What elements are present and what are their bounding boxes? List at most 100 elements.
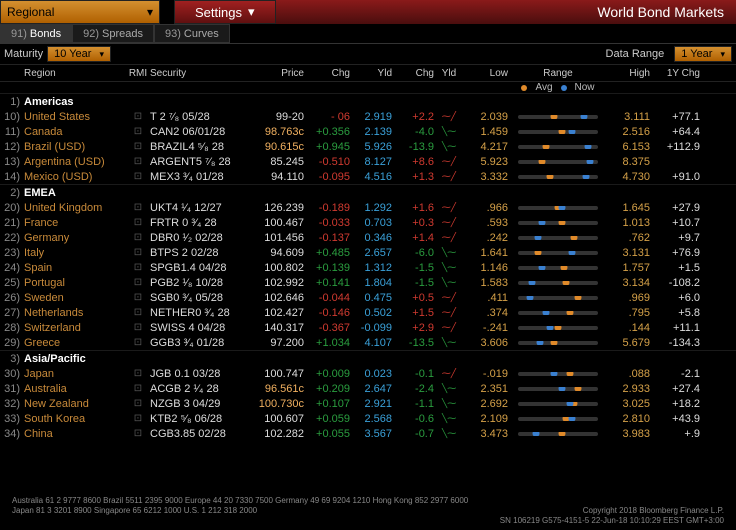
range-low: 1.146	[462, 262, 510, 274]
maturity-dropdown[interactable]: 10 Year ▾	[47, 46, 111, 62]
range-slider	[510, 175, 606, 179]
rmi-icon[interactable]: ⊡	[128, 232, 148, 243]
tab-bonds[interactable]: 91) Bonds	[0, 24, 72, 43]
rmi-icon[interactable]: ⊡	[128, 383, 148, 394]
yield: 2.647	[352, 383, 394, 395]
price: 126.239	[248, 202, 306, 214]
table-row[interactable]: 27) Netherlands ⊡ NETHER0 ³⁄₄ 28 102.427…	[0, 305, 736, 320]
yield: 1.292	[352, 202, 394, 214]
range-low: 2.692	[462, 398, 510, 410]
price: 102.992	[248, 277, 306, 289]
price-chg: +0.139	[306, 262, 352, 274]
row-idx: 24)	[0, 262, 22, 274]
rmi-icon[interactable]: ⊡	[128, 307, 148, 318]
price-chg: -0.137	[306, 232, 352, 244]
avg-marker-icon	[543, 145, 550, 149]
rmi-icon[interactable]: ⊡	[128, 428, 148, 439]
range-slider	[510, 341, 606, 345]
group-idx: 2)	[0, 187, 22, 199]
group-idx: 3)	[0, 353, 22, 365]
row-idx: 12)	[0, 141, 22, 153]
col-rmi: RMI	[128, 65, 148, 81]
security: NZGB 3 04/29	[148, 398, 248, 410]
table-row[interactable]: 11) Canada ⊡ CAN2 06/01/28 98.763c +0.35…	[0, 124, 736, 139]
table-row[interactable]: 14) Mexico (USD) ⊡ MEX3 ³⁄₄ 01/28 94.110…	[0, 169, 736, 184]
table-row[interactable]: 32) New Zealand ⊡ NZGB 3 04/29 100.730c …	[0, 396, 736, 411]
sparkline-icon: ╲⁓	[436, 277, 462, 288]
settings-button[interactable]: Settings ▾	[174, 0, 276, 24]
table-row[interactable]: 28) Switzerland ⊡ SWISS 4 04/28 140.317 …	[0, 320, 736, 335]
col-yld: Yld	[352, 65, 394, 81]
table-row[interactable]: 34) China ⊡ CGB3.85 02/28 102.282 +0.055…	[0, 426, 736, 441]
col-high: High	[606, 65, 652, 81]
rmi-icon[interactable]: ⊡	[128, 322, 148, 333]
rmi-icon[interactable]: ⊡	[128, 262, 148, 273]
row-idx: 28)	[0, 322, 22, 334]
sparkline-icon: ⁓╱	[436, 322, 462, 333]
table-row[interactable]: 23) Italy ⊡ BTPS 2 02/28 94.609 +0.485 2…	[0, 245, 736, 260]
data-range-dropdown[interactable]: 1 Year ▾	[674, 46, 732, 62]
sparkline-icon: ╲⁓	[436, 428, 462, 439]
rmi-icon[interactable]: ⊡	[128, 337, 148, 348]
range-high: .088	[606, 368, 652, 380]
table-row[interactable]: 30) Japan ⊡ JGB 0.1 03/28 100.747 +0.009…	[0, 366, 736, 381]
year-chg: +27.4	[652, 383, 702, 395]
price: 98.763c	[248, 126, 306, 138]
table-row[interactable]: 25) Portugal ⊡ PGB2 ¹⁄₈ 10/28 102.992 +0…	[0, 275, 736, 290]
rmi-icon[interactable]: ⊡	[128, 277, 148, 288]
tab-spreads[interactable]: 92) Spreads	[72, 24, 154, 43]
table-row[interactable]: 26) Sweden ⊡ SGB0 ³⁄₄ 05/28 102.646 -0.0…	[0, 290, 736, 305]
price-chg: +0.009	[306, 368, 352, 380]
rmi-icon[interactable]: ⊡	[128, 111, 148, 122]
now-marker-icon	[583, 175, 590, 179]
rmi-icon[interactable]: ⊡	[128, 398, 148, 409]
group-name: EMEA	[22, 187, 128, 199]
row-idx: 10)	[0, 111, 22, 123]
col-security: Security	[148, 65, 248, 81]
col-range: Range	[510, 65, 606, 81]
now-marker-icon	[559, 387, 566, 391]
table-row[interactable]: 24) Spain ⊡ SPGB1.4 04/28 100.802 +0.139…	[0, 260, 736, 275]
tab-curves[interactable]: 93) Curves	[154, 24, 230, 43]
price-chg: +0.485	[306, 247, 352, 259]
rmi-icon[interactable]: ⊡	[128, 202, 148, 213]
table-row[interactable]: 13) Argentina (USD) ⊡ ARGENT5 ⁷⁄₈ 28 85.…	[0, 154, 736, 169]
table-row[interactable]: 21) France ⊡ FRTR 0 ³⁄₄ 28 100.467 -0.03…	[0, 215, 736, 230]
range-slider	[510, 311, 606, 315]
rmi-icon[interactable]: ⊡	[128, 292, 148, 303]
footer-line3: SN 106219 G575-4151-5 22-Jun-18 10:10:29…	[12, 516, 724, 526]
now-dot-icon	[561, 85, 567, 91]
price: 99-20	[248, 111, 306, 123]
sparkline-icon: ╲⁓	[436, 337, 462, 348]
table-row[interactable]: 12) Brazil (USD) ⊡ BRAZIL4 ⁵⁄₈ 28 90.615…	[0, 139, 736, 154]
table-row[interactable]: 29) Greece ⊡ GGB3 ³⁄₄ 01/28 97.200 +1.03…	[0, 335, 736, 350]
table-row[interactable]: 31) Australia ⊡ ACGB 2 ¹⁄₄ 28 96.561c +0…	[0, 381, 736, 396]
row-idx: 27)	[0, 307, 22, 319]
col-region: Region	[22, 65, 128, 81]
yield: 0.346	[352, 232, 394, 244]
avg-marker-icon	[563, 281, 570, 285]
table-row[interactable]: 20) United Kingdom ⊡ UKT4 ¹⁄₄ 12/27 126.…	[0, 200, 736, 215]
rmi-icon[interactable]: ⊡	[128, 368, 148, 379]
now-marker-icon	[567, 402, 574, 406]
rmi-icon[interactable]: ⊡	[128, 247, 148, 258]
table-row[interactable]: 10) United States ⊡ T 2 ⁷⁄₈ 05/28 99-20 …	[0, 109, 736, 124]
col-1ychg: 1Y Chg	[652, 65, 702, 81]
rmi-icon[interactable]: ⊡	[128, 171, 148, 182]
range-high: 8.375	[606, 156, 652, 168]
rmi-icon[interactable]: ⊡	[128, 141, 148, 152]
range-low: 1.641	[462, 247, 510, 259]
table-row[interactable]: 22) Germany ⊡ DBR0 ¹⁄₂ 02/28 101.456 -0.…	[0, 230, 736, 245]
rmi-icon[interactable]: ⊡	[128, 156, 148, 167]
rmi-icon[interactable]: ⊡	[128, 126, 148, 137]
region-name: United States	[22, 111, 128, 123]
row-idx: 31)	[0, 383, 22, 395]
sparkline-icon: ⁓╱	[436, 292, 462, 303]
security: NETHER0 ³⁄₄ 28	[148, 307, 248, 319]
rmi-icon[interactable]: ⊡	[128, 217, 148, 228]
regional-dropdown[interactable]: Regional ▾	[0, 0, 160, 24]
security: BRAZIL4 ⁵⁄₈ 28	[148, 141, 248, 153]
col-yld2: Yld	[436, 65, 462, 81]
table-row[interactable]: 33) South Korea ⊡ KTB2 ⁵⁄₈ 06/28 100.607…	[0, 411, 736, 426]
rmi-icon[interactable]: ⊡	[128, 413, 148, 424]
